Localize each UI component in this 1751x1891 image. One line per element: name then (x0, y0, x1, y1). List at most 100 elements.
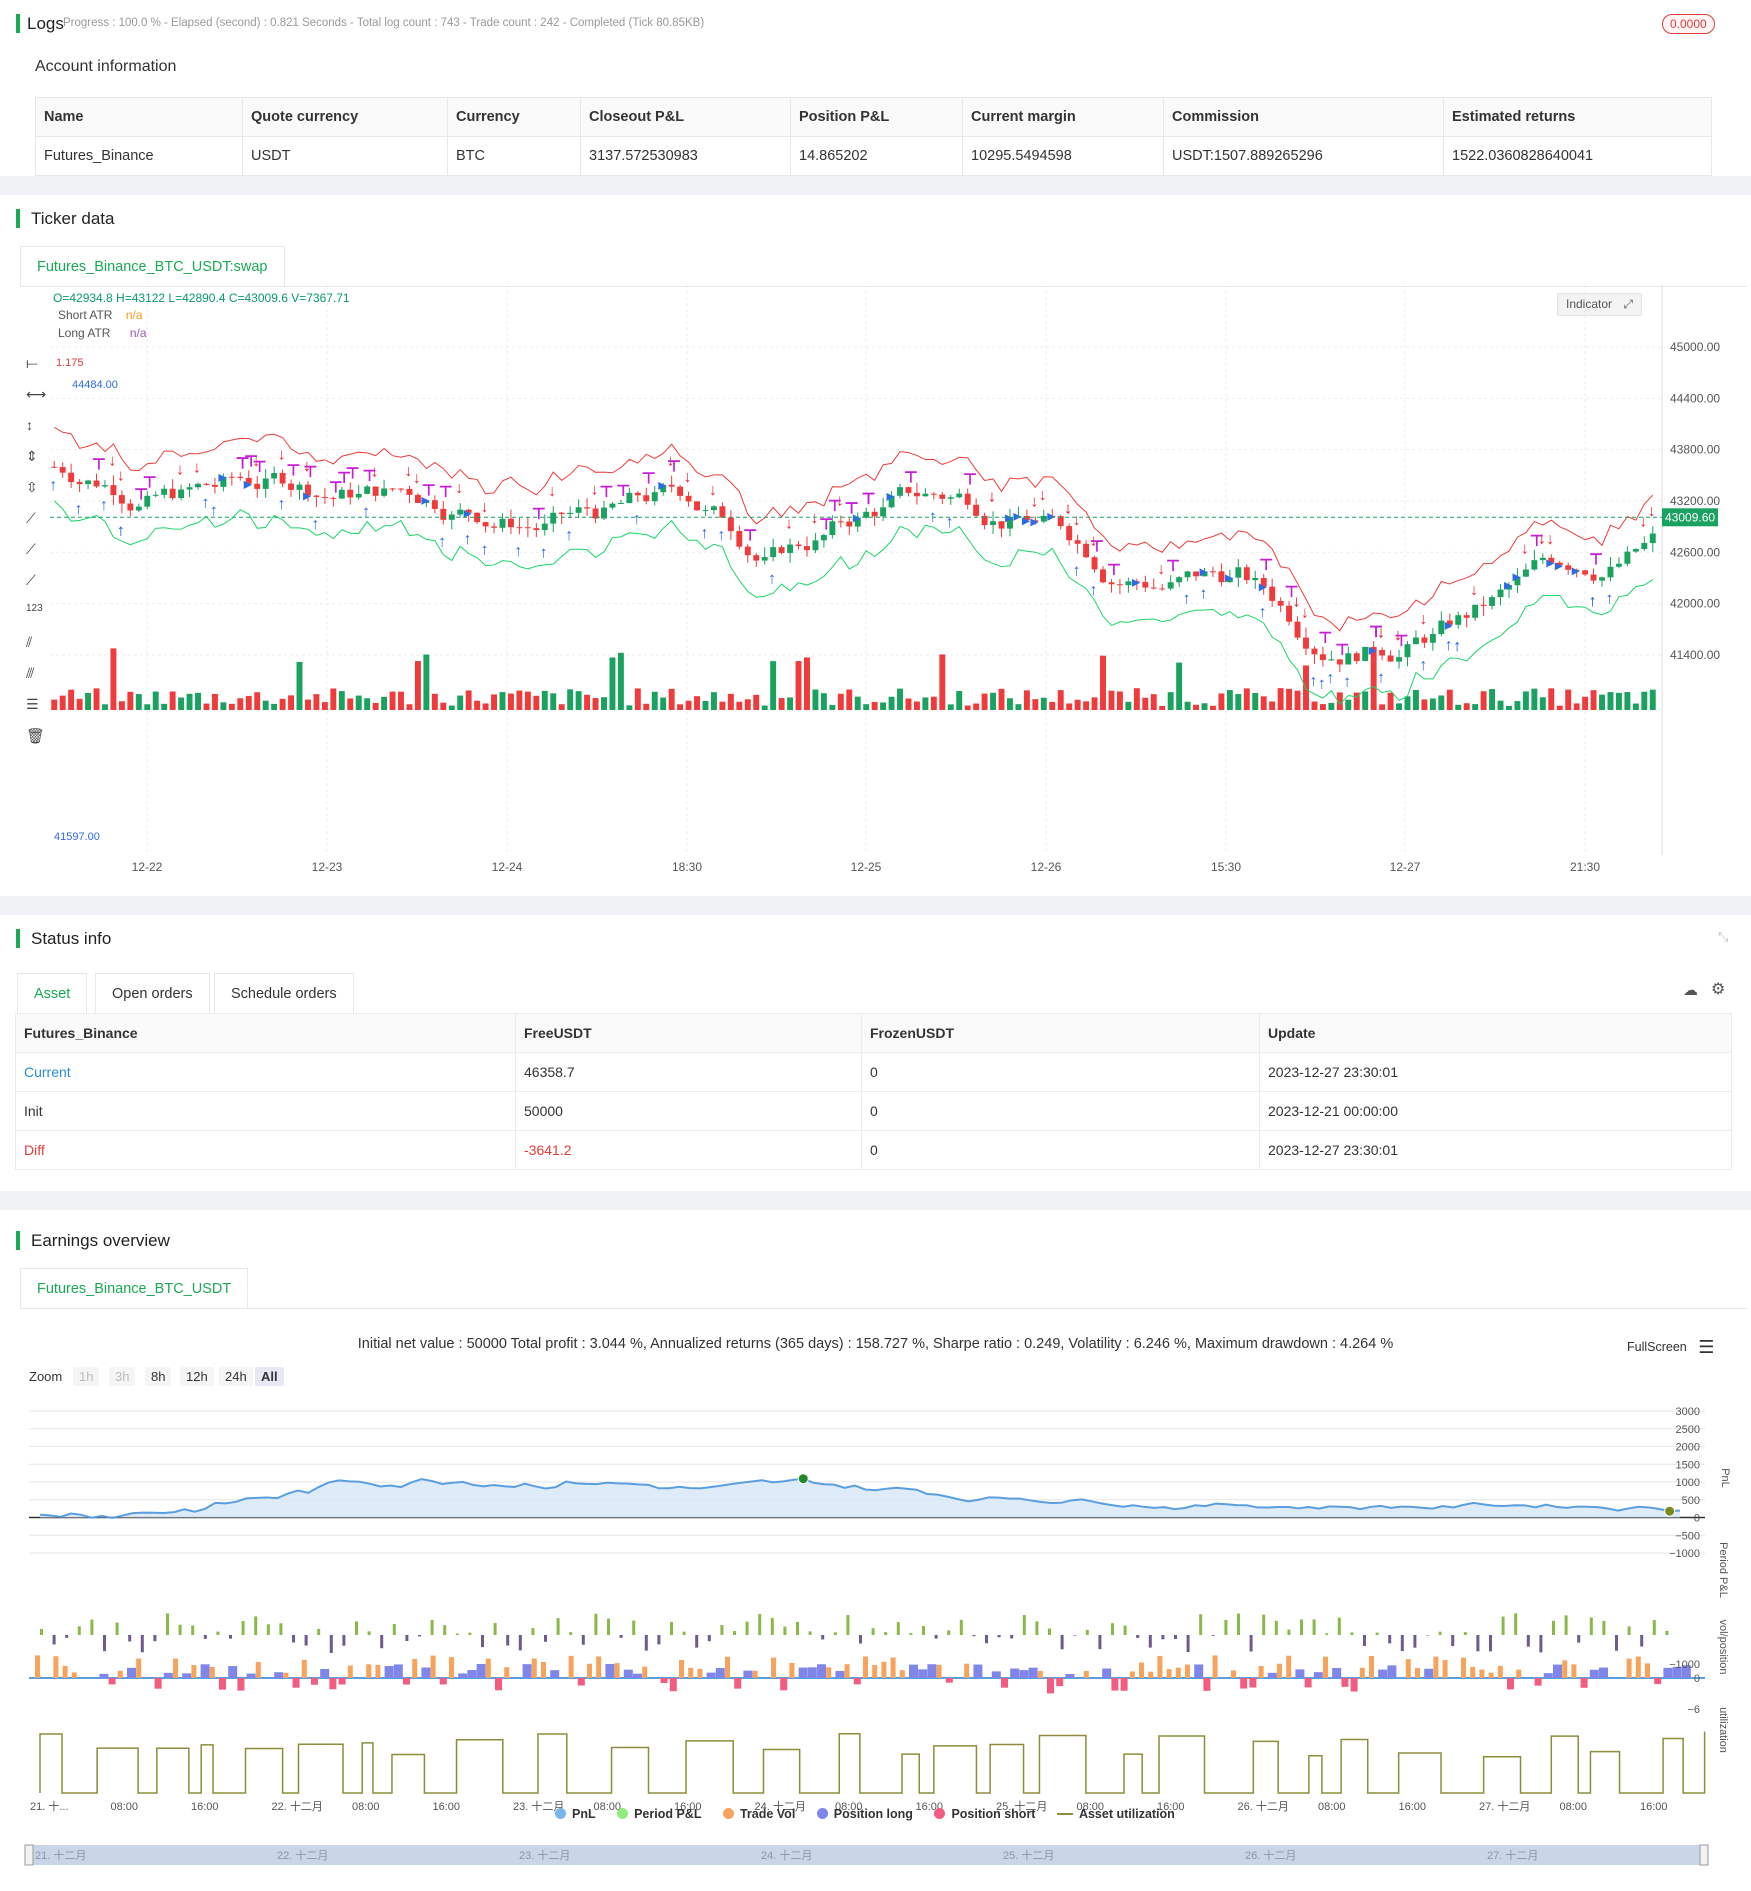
trade-signal-icon: ↑ (362, 503, 370, 520)
period-pnl-bar (1199, 1614, 1203, 1635)
period-pnl-bar (1665, 1630, 1669, 1635)
menu-icon[interactable]: ☰ (1698, 1337, 1715, 1357)
trade-vol-bar (1323, 1656, 1328, 1678)
volume-bar (1446, 689, 1453, 710)
earnings-chart[interactable]: 3000 2500 2000 1500 1000 500 0 −500 −1000 PnL Peri… (0, 1210, 1751, 1891)
trade-vol-bar (1359, 1667, 1365, 1678)
trade-vol-bar (485, 1658, 491, 1678)
candle-body (973, 504, 980, 516)
trade-signal-icon: ▸ (1504, 577, 1512, 594)
candle-body (643, 495, 650, 502)
candlestick-chart[interactable]: ⊤↓▸⊤⊤▸⊤↓⊤⊤⊤↑↓↓↑↓↓ ↓↑↑↓↓↑↓⊤↓⊤↑↓↑↑⊤↑↓▸↓↓⊤▸↑… (0, 195, 1751, 896)
price-label-icon[interactable]: 123 (26, 603, 43, 614)
zoom-3h-button[interactable]: 3h (109, 1367, 136, 1386)
navigator-label: 21. 十二月 (35, 1848, 86, 1862)
zoom-24h-button[interactable]: 24h (219, 1367, 253, 1386)
legend-item-position-short[interactable]: Position short (934, 1807, 1035, 1821)
trade-vol-bar (412, 1658, 418, 1678)
tab-open-orders[interactable]: Open orders (95, 973, 210, 1013)
period-pnl-bar (241, 1621, 245, 1635)
volume-bar (110, 648, 117, 710)
period-pnl-bar (1085, 1629, 1089, 1635)
volume-bar (1023, 690, 1030, 710)
volume-bar (1193, 704, 1200, 710)
fullscreen-button[interactable]: FullScreen ☰ (1627, 1335, 1715, 1357)
download-icon[interactable]: ☁ (1683, 982, 1698, 999)
legend-item-asset-utilization[interactable]: Asset utilization (1056, 1807, 1175, 1821)
volume-bar (1210, 705, 1216, 710)
volume-bar (1607, 692, 1614, 710)
horizontal-ray-icon[interactable]: ⟝ (26, 355, 38, 371)
volume-bar (1294, 690, 1301, 710)
trade-signal-icon: ⊤ (328, 480, 343, 497)
period-pnl-bar (1035, 1621, 1039, 1635)
volume-bar (1387, 692, 1394, 710)
volume-bar (305, 699, 311, 710)
vertical-line-icon[interactable]: ↕ (26, 417, 33, 433)
parallel-channel-icon[interactable]: ⫽ (26, 634, 33, 650)
long-atr-line (53, 500, 1654, 705)
segment-icon[interactable]: ⟋ (26, 572, 36, 588)
zoom-1h-button[interactable]: 1h (73, 1367, 100, 1386)
candle-body (1345, 653, 1352, 665)
price-range-icon[interactable]: ⇳ (26, 479, 38, 495)
zoom-all-button[interactable]: All (255, 1367, 284, 1386)
settings-icon[interactable]: ⚙ (1711, 981, 1726, 998)
trade-signal-icon: ▸ (853, 510, 861, 527)
horizontal-line-icon[interactable]: ⟷ (26, 386, 47, 402)
candle-body (1218, 571, 1225, 583)
candle-body (1641, 542, 1648, 550)
legend-item-period-pnl[interactable]: Period P&L (617, 1807, 701, 1821)
position-short-bar (1507, 1678, 1514, 1690)
legend-item-trade-vol[interactable]: Trade Vol (722, 1807, 795, 1821)
indicator-button[interactable]: Indicator ⤢ (1557, 293, 1642, 316)
trade-vol-bar (1626, 1658, 1632, 1678)
fib-levels-icon[interactable]: ☰ (26, 696, 39, 712)
navigator-handle-right (1699, 1844, 1709, 1866)
volume-bar (1218, 693, 1225, 710)
ray-line-icon[interactable]: ⟋ (26, 541, 36, 557)
drawing-toolbar: ⟝ ⟷ ↕ ⇕ ⇳ ⟋ ⟋ ⟋ 123 ⫽ ⫻ ☰ 🗑 (26, 355, 46, 758)
zoom-8h-button[interactable]: 8h (145, 1367, 172, 1386)
tab-ticker-symbol[interactable]: Futures_Binance_BTC_USDT:swap (20, 246, 285, 286)
tab-asset[interactable]: Asset (17, 973, 88, 1013)
trade-signal-icon: ↑ (1343, 674, 1351, 691)
tab-earnings-symbol[interactable]: Futures_Binance_BTC_USDT (20, 1268, 249, 1308)
period-pnl-bar (644, 1635, 648, 1651)
position-long-bar (715, 1668, 725, 1678)
volume-bar (567, 689, 574, 710)
tab-schedule-orders[interactable]: Schedule orders (214, 973, 354, 1013)
candle-body (68, 472, 75, 483)
volume-bar (1489, 689, 1496, 710)
trade-signal-icon: ▸ (421, 492, 429, 509)
trend-line-icon[interactable]: ⟋ (26, 510, 36, 526)
volume-bar (330, 688, 337, 710)
zoom-12h-button[interactable]: 12h (180, 1367, 214, 1386)
volume-bar (1252, 693, 1259, 710)
period-pnl-bar (128, 1635, 132, 1642)
fibonacci-icon[interactable]: ⫻ (26, 665, 35, 681)
trash-icon[interactable]: 🗑 (26, 728, 46, 745)
collapse-icon[interactable]: ⤡ (1718, 929, 1729, 944)
position-short-bar (154, 1678, 162, 1689)
time-tick-label: 24. 十二月 (755, 1799, 806, 1813)
volume-bar (753, 694, 760, 710)
extreme-price-marker: 41597.00 (54, 831, 100, 843)
volume-bar (381, 696, 388, 710)
expand-icon[interactable]: ⤢ (1623, 297, 1633, 311)
volume-bar (1548, 688, 1555, 710)
period-pnl-bar (1463, 1632, 1467, 1635)
volume-bar (1286, 688, 1293, 710)
asset-table: Futures_Binance FreeUSDT FrozenUSDT Upda… (15, 1013, 1732, 1170)
period-pnl-bar (506, 1635, 510, 1646)
legend-item-pnl[interactable]: PnL (555, 1807, 596, 1821)
vertical-segment-icon[interactable]: ⇕ (26, 448, 38, 464)
trade-vol-bar (1433, 1656, 1439, 1678)
candle-body (753, 555, 760, 561)
period-pnl-bar (1552, 1620, 1555, 1635)
time-tick-label: 12-26 (1031, 860, 1062, 874)
candle-body (59, 466, 66, 473)
candle-body (524, 527, 531, 529)
volume-bar (863, 704, 870, 710)
legend-item-position-long[interactable]: Position long (816, 1807, 913, 1821)
